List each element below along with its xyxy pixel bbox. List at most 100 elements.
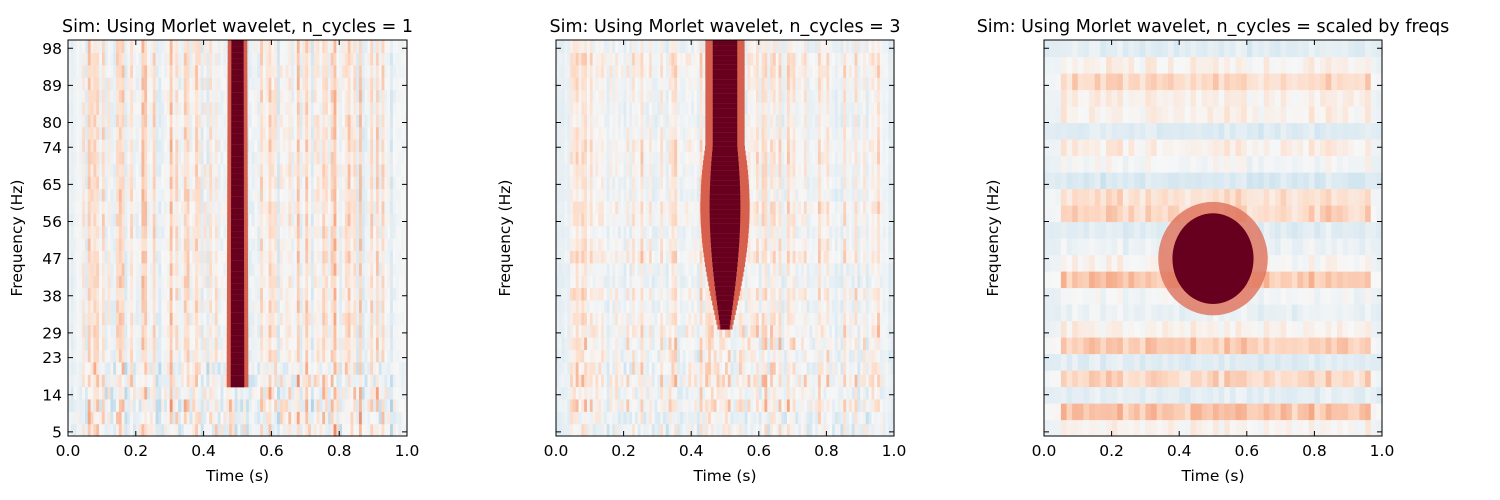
heatmap-cell — [567, 398, 571, 412]
heatmap-cell — [387, 188, 391, 202]
heatmap-cell — [212, 139, 216, 152]
heatmap-cell — [753, 411, 757, 425]
heatmap-cell — [310, 423, 315, 437]
heatmap-cell — [189, 126, 193, 140]
heatmap-cell — [254, 176, 258, 190]
heatmap-cell — [356, 361, 360, 375]
heatmap-cell — [164, 188, 168, 202]
heatmap-cell — [192, 262, 196, 276]
heatmap-cell — [358, 250, 363, 264]
heatmap-cell — [200, 101, 205, 115]
heatmap-cell — [378, 374, 383, 388]
heatmap-cell — [118, 40, 123, 53]
heatmap-cell — [155, 101, 159, 115]
heatmap-cell — [101, 287, 106, 301]
heatmap-cell — [181, 213, 185, 227]
heatmap-cell — [183, 40, 188, 53]
heatmap-cell — [294, 77, 298, 91]
heatmap-cell — [138, 423, 143, 437]
heatmap-cell — [169, 126, 174, 140]
heatmap-cell — [220, 324, 224, 338]
heatmap-cell — [138, 40, 143, 53]
heatmap-cell — [87, 361, 92, 375]
heatmap-cell — [147, 40, 151, 53]
heatmap-cell — [155, 225, 159, 239]
heatmap-cell — [336, 77, 340, 91]
heatmap-cell — [99, 238, 103, 251]
heatmap-cell — [96, 64, 100, 78]
heatmap-cell — [660, 398, 664, 412]
heatmap-cell — [294, 386, 298, 400]
heatmap-cell — [299, 349, 304, 363]
heatmap-cell — [339, 238, 343, 251]
heatmap-cell — [223, 200, 227, 214]
heatmap-cell — [279, 349, 284, 363]
heatmap-cell — [333, 89, 337, 103]
heatmap-cell — [203, 275, 208, 289]
heatmap-cell — [336, 411, 340, 425]
heatmap-cell — [277, 349, 281, 363]
heatmap-cell — [178, 176, 182, 190]
heatmap-cell — [789, 386, 794, 400]
heatmap-cell — [373, 374, 377, 388]
heatmap-cell — [803, 361, 808, 375]
heatmap-cell — [277, 176, 281, 190]
heatmap-cell — [395, 176, 400, 190]
heatmap-cell — [316, 225, 321, 239]
heatmap-cell — [285, 126, 289, 140]
heatmap-cell — [260, 52, 264, 66]
heatmap-cell — [626, 423, 630, 437]
heatmap-cell — [68, 312, 72, 326]
heatmap-cell — [865, 361, 870, 375]
heatmap-cell — [240, 423, 244, 437]
heatmap-cell — [806, 411, 811, 425]
heatmap-cell — [381, 398, 385, 412]
heatmap-cell — [581, 374, 585, 388]
heatmap-cell — [206, 188, 210, 202]
heatmap-cell — [617, 398, 622, 412]
heatmap-cell — [291, 374, 295, 388]
heatmap-cell — [302, 337, 306, 350]
heatmap-cell — [282, 324, 287, 338]
heatmap-cell — [164, 114, 168, 128]
heatmap-cell — [121, 287, 126, 301]
heatmap-cell — [220, 250, 224, 264]
heatmap-cell — [392, 126, 397, 140]
heatmap-cell — [358, 139, 363, 152]
heatmap-cell — [584, 361, 588, 375]
heatmap-cell — [169, 176, 174, 190]
heatmap-cell — [127, 299, 131, 313]
heatmap-cell — [291, 361, 295, 375]
heatmap-cell — [257, 77, 261, 91]
heatmap-cell — [144, 200, 148, 214]
heatmap-cell — [705, 386, 709, 400]
heatmap-cell — [212, 337, 216, 350]
heatmap-cell — [175, 151, 179, 165]
heatmap-cell — [93, 398, 97, 412]
heatmap-cell — [262, 299, 267, 313]
heatmap-cell — [392, 349, 397, 363]
heatmap-cell — [584, 349, 588, 363]
heatmap-cell — [308, 101, 312, 115]
heatmap-cell — [197, 213, 202, 227]
heatmap-cell — [279, 64, 284, 78]
heatmap-cell — [882, 361, 887, 375]
heatmap-cell — [761, 398, 766, 412]
heatmap-cell — [322, 213, 326, 227]
heatmap-cell — [361, 361, 366, 375]
heatmap-cell — [299, 225, 304, 239]
heatmap-cell — [860, 361, 864, 375]
heatmap-cell — [169, 40, 174, 53]
heatmap-cell — [248, 176, 253, 190]
heatmap-cell — [758, 374, 763, 388]
heatmap-cell — [73, 386, 78, 400]
heatmap-cell — [375, 312, 380, 326]
heatmap-cell — [285, 386, 289, 400]
heatmap-cell — [792, 374, 797, 388]
heatmap-cell — [254, 238, 258, 251]
heatmap-cell — [609, 398, 613, 412]
heatmap-cell — [288, 238, 292, 251]
heatmap-cell — [220, 374, 224, 388]
heatmap-cell — [381, 411, 385, 425]
heatmap-cell — [68, 151, 72, 165]
